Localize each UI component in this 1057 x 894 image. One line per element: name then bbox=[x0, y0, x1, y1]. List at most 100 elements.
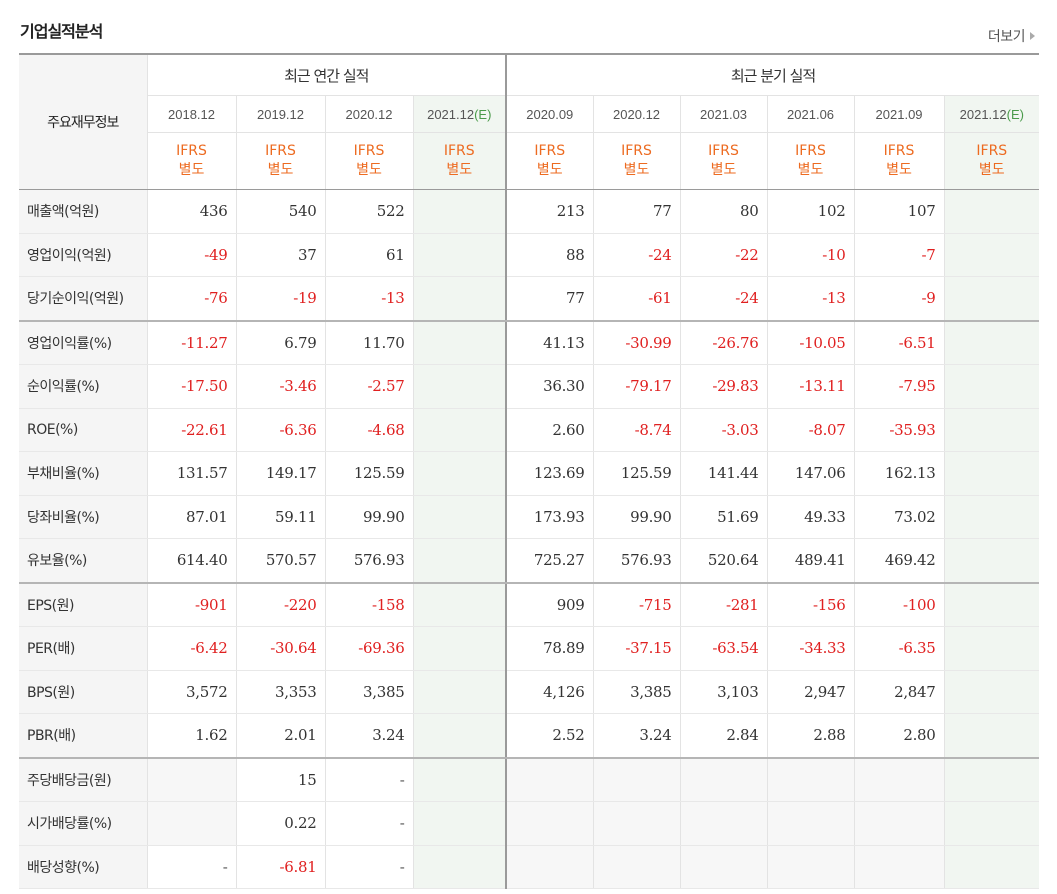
ifrs-line2: 별도 bbox=[178, 162, 205, 178]
period-label: 2021.09 bbox=[875, 106, 923, 122]
ifrs-line1: IFRS bbox=[534, 143, 566, 159]
table-row: 부채비율(%) 131.57 149.17 125.59 123.69 125.59 141… bbox=[19, 451, 1040, 496]
row-label: PER(배) bbox=[19, 626, 147, 671]
ifrs-line2: 별도 bbox=[623, 162, 650, 178]
value-cell: 77 bbox=[505, 276, 594, 322]
row-label: 영업이익(억원) bbox=[19, 233, 147, 277]
ifrs-badge: IFRS 별도 bbox=[412, 132, 507, 190]
value-cell bbox=[505, 845, 594, 889]
value-cell bbox=[412, 364, 507, 409]
value-cell: -8.74 bbox=[592, 408, 681, 452]
row-label: 유보율(%) bbox=[19, 538, 147, 584]
row-label: 주당배당금(원) bbox=[19, 757, 147, 802]
value-cell: 131.57 bbox=[146, 451, 236, 496]
value-cell: - bbox=[146, 845, 236, 889]
value-cell: 51.69 bbox=[679, 495, 768, 539]
value-cell bbox=[412, 320, 507, 365]
value-cell: -3.46 bbox=[235, 364, 325, 409]
ifrs-badge: IFRS 별도 bbox=[505, 132, 594, 190]
value-cell: 87.01 bbox=[146, 495, 236, 539]
value-cell: 2,847 bbox=[853, 670, 945, 714]
value-cell bbox=[943, 276, 1040, 322]
value-cell bbox=[853, 757, 945, 802]
value-cell: -7 bbox=[853, 233, 945, 277]
ifrs-badge: IFRS 별도 bbox=[679, 132, 768, 190]
value-cell: 2.84 bbox=[679, 713, 768, 759]
value-cell bbox=[412, 495, 507, 539]
value-cell: 1.62 bbox=[146, 713, 236, 759]
period-label: 2018.12 bbox=[168, 106, 215, 122]
value-cell: 102 bbox=[766, 189, 855, 234]
value-cell: -715 bbox=[592, 582, 681, 627]
value-cell bbox=[592, 757, 681, 802]
value-cell: 78.89 bbox=[505, 626, 594, 671]
period-header: 2019.12 bbox=[235, 95, 325, 133]
ifrs-line1: IFRS bbox=[265, 143, 296, 159]
value-cell: 147.06 bbox=[766, 451, 855, 496]
value-cell: -4.68 bbox=[324, 408, 413, 452]
period-label: 2021.12 bbox=[427, 106, 475, 122]
more-link[interactable]: 더보기 bbox=[988, 26, 1035, 46]
value-cell: -37.15 bbox=[592, 626, 681, 671]
value-cell: 162.13 bbox=[853, 451, 945, 496]
value-cell: -6.51 bbox=[853, 320, 945, 365]
value-cell: 909 bbox=[505, 582, 594, 627]
ifrs-line2: 별도 bbox=[267, 162, 294, 178]
ifrs-line2: 별도 bbox=[536, 162, 563, 178]
value-cell: 149.17 bbox=[235, 451, 325, 496]
ifrs-line1: IFRS bbox=[353, 143, 385, 159]
value-cell: 6.79 bbox=[235, 320, 325, 365]
value-cell bbox=[943, 626, 1040, 671]
value-cell: -6.81 bbox=[235, 845, 325, 889]
row-label: BPS(원) bbox=[19, 670, 147, 714]
value-cell bbox=[943, 233, 1040, 277]
value-cell: 2.88 bbox=[766, 713, 855, 759]
row-label: PBR(배) bbox=[19, 713, 147, 759]
value-cell: -8.07 bbox=[766, 408, 855, 452]
value-cell bbox=[412, 670, 507, 714]
value-cell bbox=[943, 582, 1040, 627]
value-cell: 141.44 bbox=[679, 451, 768, 496]
ifrs-line2: 별도 bbox=[886, 162, 912, 178]
period-label: 2020.12 bbox=[613, 106, 661, 122]
ifrs-badge: IFRS 별도 bbox=[943, 132, 1040, 190]
value-cell: -7.95 bbox=[853, 364, 945, 409]
value-cell: 125.59 bbox=[592, 451, 681, 496]
value-cell bbox=[943, 757, 1040, 802]
value-cell: - bbox=[324, 801, 413, 846]
value-cell bbox=[412, 757, 507, 802]
value-cell bbox=[412, 713, 507, 759]
more-label: 더보기 bbox=[987, 29, 1026, 45]
value-cell bbox=[505, 801, 594, 846]
value-cell: -69.36 bbox=[324, 626, 413, 671]
ifrs-line1: IFRS bbox=[976, 143, 1008, 159]
value-cell: 2.60 bbox=[505, 408, 594, 452]
ifrs-line2: 별도 bbox=[446, 162, 473, 178]
value-cell: -29.83 bbox=[679, 364, 768, 409]
value-cell: 3,103 bbox=[679, 670, 768, 714]
value-cell: 3,353 bbox=[235, 670, 325, 714]
value-cell bbox=[943, 713, 1040, 759]
value-cell bbox=[412, 845, 507, 889]
value-cell: 2.52 bbox=[505, 713, 594, 759]
value-cell: -6.35 bbox=[853, 626, 945, 671]
value-cell: -2.57 bbox=[324, 364, 413, 409]
value-cell: 576.93 bbox=[592, 538, 681, 584]
table-row: 매출액(억원) 436 540 522 213 77 80 102 107 bbox=[19, 189, 1040, 234]
row-label: 당기순이익(억원) bbox=[19, 276, 147, 322]
value-cell: -9 bbox=[853, 276, 945, 322]
ifrs-badge: IFRS 별도 bbox=[146, 132, 236, 190]
value-cell bbox=[679, 801, 768, 846]
value-cell: -35.93 bbox=[853, 408, 945, 452]
value-cell bbox=[766, 845, 855, 889]
value-cell: 88 bbox=[505, 233, 594, 277]
estimate-mark: (E) bbox=[474, 106, 492, 122]
value-cell: 41.13 bbox=[505, 320, 594, 365]
value-cell: - bbox=[324, 757, 413, 802]
value-cell bbox=[412, 233, 507, 277]
value-cell: -158 bbox=[324, 582, 413, 627]
period-label: 2021.12 bbox=[959, 106, 1007, 122]
period-header: 2021.03 bbox=[679, 95, 768, 133]
value-cell: 522 bbox=[324, 189, 413, 234]
header-annual-group: 최근 연간 실적 bbox=[146, 54, 507, 96]
